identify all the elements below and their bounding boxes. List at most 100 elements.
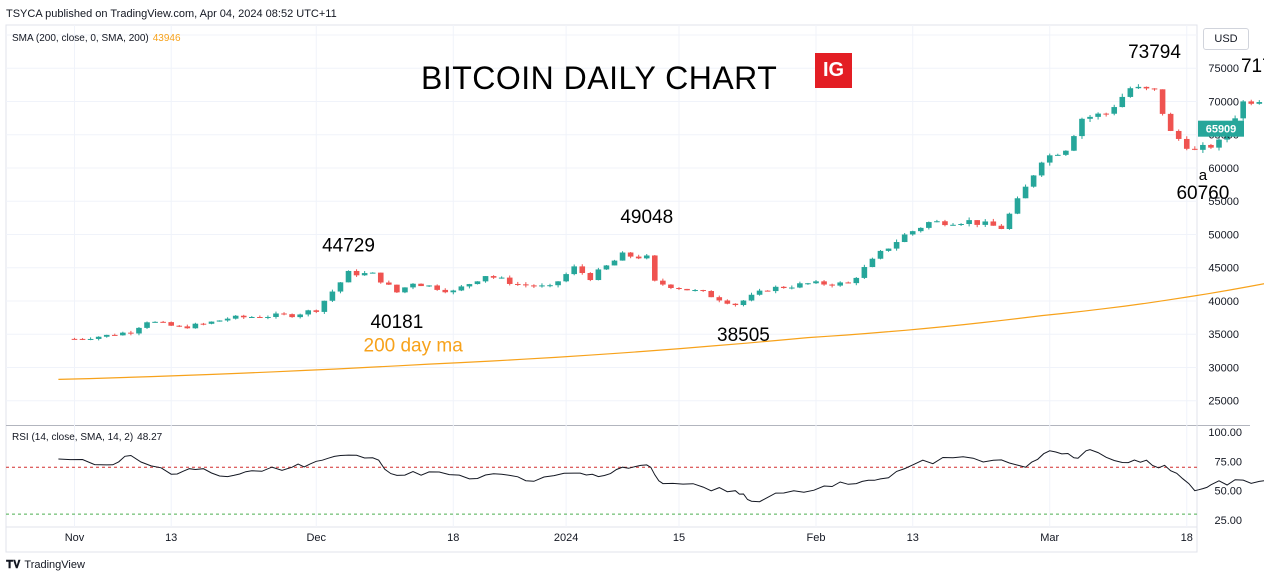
tradingview-footer[interactable]: 𝐓𝐕 TradingView bbox=[6, 559, 85, 572]
candle-body bbox=[514, 283, 521, 285]
rsi-tick-label: 100.00 bbox=[1208, 427, 1242, 439]
candle-body bbox=[805, 283, 811, 285]
candle-body bbox=[1248, 101, 1255, 104]
candle-body bbox=[160, 321, 166, 323]
candle-body bbox=[547, 285, 553, 287]
candle-body bbox=[1240, 101, 1246, 119]
candle-body bbox=[192, 323, 199, 329]
candle-body bbox=[458, 286, 465, 291]
candle-body bbox=[1038, 162, 1045, 176]
candle-body bbox=[869, 258, 876, 268]
candle-body bbox=[426, 285, 432, 287]
candle-body bbox=[998, 225, 1005, 229]
candle-body bbox=[652, 255, 658, 281]
time-tick-label: 15 bbox=[673, 532, 685, 544]
candle-body bbox=[797, 283, 803, 288]
candle-body bbox=[982, 221, 989, 225]
candle-body bbox=[321, 300, 328, 312]
candle-body bbox=[603, 265, 610, 270]
time-tick-label: 2024 bbox=[554, 532, 578, 544]
candle-body bbox=[829, 284, 835, 286]
published-header: TSYCA published on TradingView.com, Apr … bbox=[6, 8, 337, 20]
candle-body bbox=[1151, 88, 1158, 90]
candle-body bbox=[434, 285, 440, 290]
candle-body bbox=[1135, 86, 1142, 89]
candle-body bbox=[184, 326, 191, 329]
price-tick-label: 35000 bbox=[1208, 329, 1239, 341]
candle-body bbox=[136, 327, 142, 334]
candle-body bbox=[369, 272, 376, 274]
candle-body bbox=[748, 294, 755, 301]
candle-body bbox=[410, 283, 416, 288]
candle-body bbox=[1119, 96, 1126, 108]
candle-body bbox=[168, 322, 174, 326]
candle-body bbox=[845, 282, 852, 284]
candle-body bbox=[813, 281, 819, 284]
candle-body bbox=[555, 281, 561, 286]
candle-body bbox=[152, 321, 158, 323]
currency-button[interactable]: USD bbox=[1203, 28, 1249, 50]
time-tick-label: Dec bbox=[306, 532, 326, 544]
candle-body bbox=[144, 322, 150, 328]
annotation-label: a bbox=[1199, 167, 1208, 184]
candle-body bbox=[111, 334, 118, 336]
candle-body bbox=[1103, 113, 1109, 115]
rsi-tick-label: 50.00 bbox=[1214, 486, 1242, 498]
candle-body bbox=[764, 290, 771, 292]
sma-legend-value: 43946 bbox=[152, 33, 181, 44]
annotation-label: 73794 bbox=[1128, 42, 1181, 63]
rsi-legend[interactable]: RSI (14, close, SMA, 14, 2) 48.27 bbox=[12, 432, 162, 443]
candle-body bbox=[531, 285, 537, 287]
candle-body bbox=[490, 276, 497, 278]
annotation-label: 44729 bbox=[322, 236, 375, 257]
candle-body bbox=[345, 270, 352, 283]
candle-body bbox=[208, 321, 215, 324]
candle-body bbox=[128, 332, 134, 334]
rsi-line bbox=[58, 449, 1264, 503]
candle-body bbox=[619, 252, 626, 261]
candle-body bbox=[394, 284, 400, 293]
price-tick-label: 40000 bbox=[1208, 296, 1239, 308]
candle-body bbox=[579, 266, 586, 274]
candle-body bbox=[87, 338, 94, 340]
rsi-tick-label: 75.00 bbox=[1214, 456, 1242, 468]
sma-legend[interactable]: SMA (200, close, 0, SMA, 200) 43946 bbox=[12, 33, 181, 44]
candle-body bbox=[313, 310, 320, 312]
rsi-tick-label: 25.00 bbox=[1214, 515, 1242, 527]
time-tick-label: 13 bbox=[907, 532, 919, 544]
candle-body bbox=[692, 290, 698, 292]
sma-legend-label: SMA (200, close, 0, SMA, 200) bbox=[12, 33, 149, 44]
candle-body bbox=[789, 287, 795, 289]
candle-body bbox=[643, 255, 650, 259]
candle-body bbox=[1006, 213, 1013, 229]
candle-body bbox=[216, 320, 223, 322]
candle-body bbox=[660, 280, 666, 285]
candle-body bbox=[1095, 113, 1101, 117]
candle-body bbox=[1087, 116, 1093, 119]
price-tick-label: 45000 bbox=[1208, 263, 1239, 275]
candle-body bbox=[176, 325, 183, 327]
candle-body bbox=[926, 222, 932, 228]
candle-body bbox=[329, 291, 336, 301]
candle-body bbox=[1079, 118, 1085, 137]
candle-body bbox=[708, 291, 715, 298]
rsi-pane bbox=[58, 449, 1264, 503]
candle-body bbox=[402, 287, 408, 293]
candle-body bbox=[716, 297, 723, 301]
candle-body bbox=[966, 220, 972, 225]
candle-body bbox=[1063, 150, 1069, 155]
candle-body bbox=[386, 282, 392, 285]
candle-body bbox=[1055, 154, 1061, 156]
candle-body bbox=[418, 283, 424, 287]
candle-body bbox=[273, 313, 279, 317]
rsi-grid bbox=[6, 466, 1197, 515]
annotation-label: 60760 bbox=[1176, 183, 1229, 204]
candle-body bbox=[1014, 198, 1021, 214]
candle-body bbox=[1192, 148, 1198, 150]
candle-body bbox=[668, 284, 674, 289]
price-grid bbox=[5, 24, 1250, 553]
candle-body bbox=[289, 314, 295, 318]
candle-body bbox=[474, 281, 481, 285]
annotation-label: 49048 bbox=[620, 207, 673, 228]
